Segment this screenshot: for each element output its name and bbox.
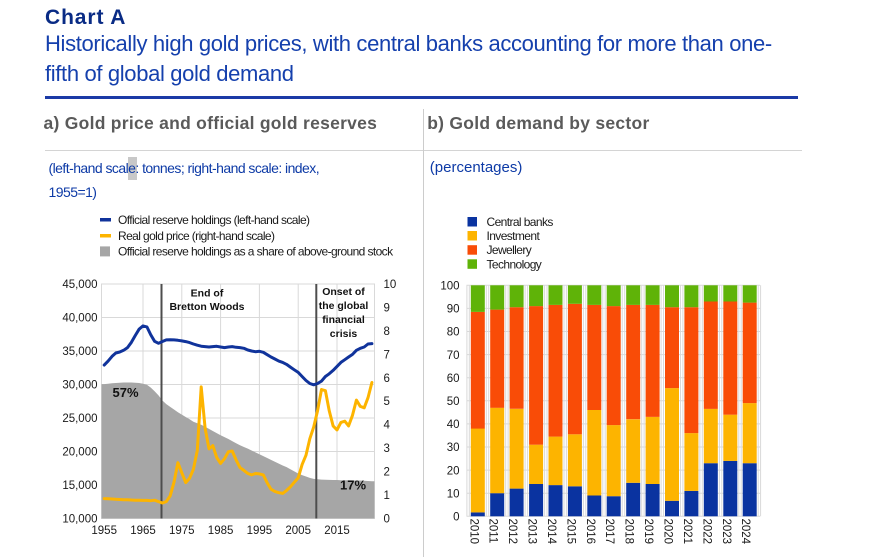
- svg-text:2017: 2017: [603, 519, 615, 545]
- svg-text:2010: 2010: [467, 519, 479, 545]
- svg-text:100: 100: [440, 281, 459, 293]
- svg-text:35,000: 35,000: [62, 346, 97, 358]
- svg-text:40,000: 40,000: [62, 313, 97, 325]
- svg-text:2013: 2013: [526, 519, 538, 545]
- svg-text:1955: 1955: [91, 525, 117, 537]
- svg-text:2021: 2021: [681, 519, 693, 545]
- svg-text:9: 9: [384, 302, 390, 314]
- svg-text:Central banks: Central banks: [487, 215, 554, 229]
- svg-text:20,000: 20,000: [62, 447, 97, 459]
- svg-text:Technology: Technology: [487, 257, 542, 271]
- svg-text:financial: financial: [322, 314, 365, 326]
- svg-text:2: 2: [384, 467, 390, 479]
- svg-text:7: 7: [384, 349, 390, 361]
- svg-text:10,000: 10,000: [62, 514, 97, 526]
- svg-text:40: 40: [447, 419, 460, 431]
- svg-text:Investment: Investment: [487, 229, 541, 243]
- svg-text:2012: 2012: [506, 519, 518, 545]
- svg-text:2015: 2015: [564, 519, 576, 545]
- svg-text:2011: 2011: [487, 519, 499, 544]
- svg-text:crisis: crisis: [330, 328, 358, 340]
- svg-text:1975: 1975: [169, 525, 195, 537]
- svg-text:4: 4: [384, 420, 391, 432]
- svg-text:5: 5: [384, 396, 390, 408]
- svg-text:Real gold price (right-hand sc: Real gold price (right-hand scale): [118, 229, 275, 243]
- svg-text:2024: 2024: [739, 519, 751, 545]
- svg-text:6: 6: [384, 373, 390, 385]
- svg-text:80: 80: [447, 327, 460, 339]
- svg-text:50: 50: [447, 396, 460, 408]
- svg-text:60: 60: [447, 373, 460, 385]
- svg-text:2023: 2023: [720, 519, 732, 545]
- svg-text:25,000: 25,000: [62, 413, 97, 425]
- svg-text:8: 8: [384, 326, 390, 338]
- svg-text:Official reserve holdings as a: Official reserve holdings as a share of …: [118, 245, 394, 259]
- svg-text:70: 70: [447, 350, 460, 362]
- svg-text:1: 1: [384, 490, 390, 502]
- svg-text:10: 10: [447, 488, 460, 500]
- svg-text:15,000: 15,000: [62, 480, 97, 492]
- svg-text:1985: 1985: [208, 525, 234, 537]
- svg-text:2015: 2015: [324, 525, 350, 537]
- svg-text:End of: End of: [191, 288, 224, 300]
- svg-text:Onset of: Onset of: [322, 286, 365, 298]
- svg-text:0: 0: [384, 514, 390, 526]
- svg-text:2005: 2005: [285, 525, 311, 537]
- svg-text:2016: 2016: [584, 519, 596, 545]
- svg-text:Bretton Woods: Bretton Woods: [169, 301, 244, 313]
- svg-text:2014: 2014: [545, 519, 557, 545]
- svg-text:45,000: 45,000: [62, 279, 97, 291]
- svg-text:2020: 2020: [662, 519, 674, 545]
- svg-text:2019: 2019: [642, 519, 654, 545]
- svg-text:30,000: 30,000: [62, 380, 97, 392]
- svg-text:Jewellery: Jewellery: [487, 243, 532, 257]
- svg-text:2022: 2022: [700, 519, 712, 545]
- svg-text:2018: 2018: [623, 519, 635, 545]
- svg-text:Official reserve holdings (lef: Official reserve holdings (left-hand sca…: [118, 213, 310, 227]
- svg-text:10: 10: [384, 279, 397, 291]
- svg-text:90: 90: [447, 304, 460, 316]
- svg-text:the global: the global: [319, 300, 369, 312]
- svg-text:1965: 1965: [130, 525, 156, 537]
- svg-text:20: 20: [447, 465, 460, 477]
- svg-text:57%: 57%: [113, 385, 139, 400]
- svg-text:1995: 1995: [247, 525, 273, 537]
- svg-text:17%: 17%: [340, 478, 366, 493]
- svg-text:0: 0: [453, 512, 459, 524]
- svg-text:30: 30: [447, 442, 460, 454]
- svg-text:3: 3: [384, 443, 390, 455]
